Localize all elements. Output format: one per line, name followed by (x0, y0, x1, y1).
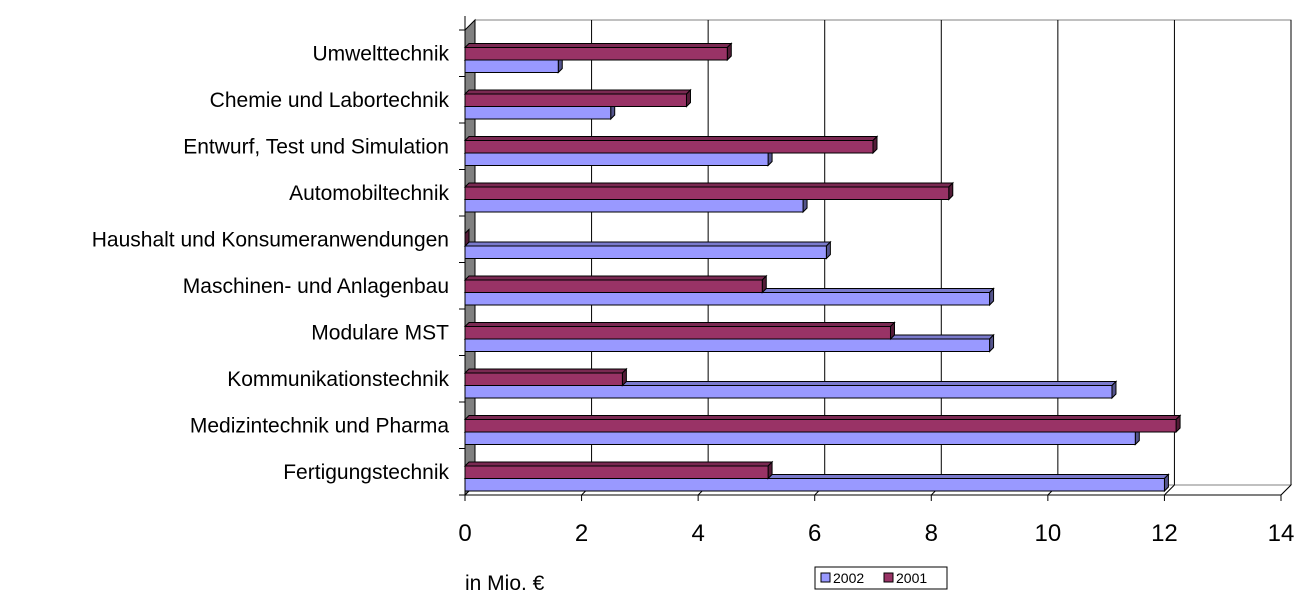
category-label: Medizintechnik und Pharma (190, 414, 449, 437)
legend-swatch-2001 (883, 572, 894, 583)
category-label: Automobiltechnik (289, 182, 449, 205)
bar-2001-7 (464, 140, 874, 154)
bar-2001-6 (464, 186, 950, 200)
x-tick-label: 0 (458, 520, 471, 547)
legend-label-2001: 2001 (896, 570, 927, 586)
bar-top (463, 136, 879, 141)
bar-2002-2 (464, 385, 1113, 399)
x-tick-label: 6 (808, 520, 821, 547)
bar-2002-8 (464, 106, 612, 120)
x-tick-label: 2 (575, 520, 588, 547)
bar-2001-8 (464, 93, 687, 107)
legend-label-2002: 2002 (833, 570, 864, 586)
bar-2001-3 (464, 326, 891, 340)
x-tick-label: 8 (925, 520, 938, 547)
bar-top (463, 89, 692, 95)
bar-2002-6 (464, 199, 804, 213)
category-label: Umwelttechnik (312, 42, 449, 65)
floor-gridline (1164, 484, 1175, 496)
bar-top (463, 241, 832, 247)
category-label: Entwurf, Test und Simulation (183, 135, 449, 158)
bar-2002-9 (464, 59, 559, 73)
bar-2002-3 (464, 338, 991, 352)
category-label: Maschinen- und Anlagenbau (183, 275, 449, 298)
legend: 2002 2001 (814, 566, 948, 590)
bar-2002-4 (464, 292, 991, 306)
category-label: Modulare MST (311, 321, 449, 344)
bar-top (463, 182, 954, 188)
category-label: Chemie und Labortechnik (210, 89, 450, 112)
bars (463, 42, 1182, 493)
category-label: Kommunikationstechnik (227, 368, 449, 391)
bar-top (463, 415, 1182, 420)
category-label: Haushalt und Konsumeranwendungen (92, 228, 449, 251)
bar-2002-5 (464, 245, 827, 259)
axes (459, 16, 1282, 501)
bar-2002-7 (464, 152, 769, 166)
bar-2002-1 (464, 431, 1136, 445)
x-tick-label: 4 (691, 520, 704, 547)
x-tick-label: 14 (1268, 520, 1295, 547)
floor-gridline (1280, 484, 1292, 496)
bar-top (463, 461, 774, 467)
x-tick-label: 12 (1151, 520, 1178, 547)
bar-top (463, 322, 896, 327)
bar-2002-0 (464, 478, 1165, 492)
bar-2001-9 (464, 47, 728, 61)
bar-top (463, 275, 768, 281)
bar-top (463, 368, 628, 374)
bar-2001-1 (464, 419, 1177, 433)
x-tick-labels: 0 2 4 6 8 10 12 14 (458, 520, 1294, 547)
bar-2001-4 (464, 279, 763, 293)
x-tick-label: 10 (1035, 520, 1062, 547)
bar-top (463, 43, 733, 48)
legend-box (814, 566, 948, 590)
category-labels: Fertigungstechnik Medizintechnik und Phar… (92, 42, 450, 484)
x-axis-title: in Mio. € (465, 572, 545, 595)
legend-swatch-2002 (820, 572, 831, 583)
bar-2001-2 (464, 372, 623, 386)
category-label: Fertigungstechnik (283, 461, 449, 484)
bar-2001-0 (464, 465, 769, 479)
